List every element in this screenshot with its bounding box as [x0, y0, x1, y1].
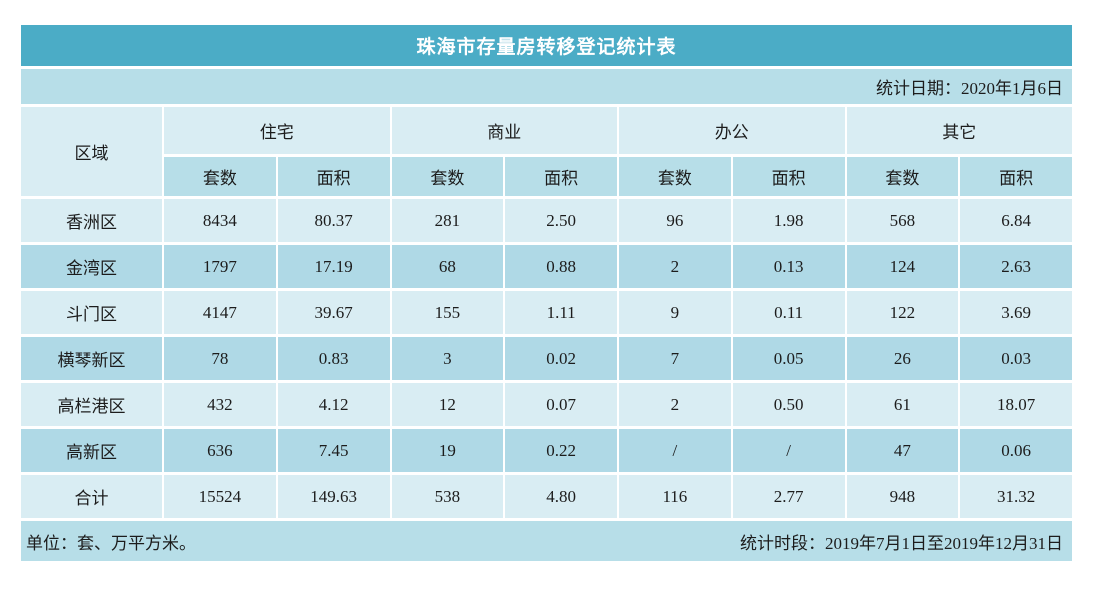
- region-column-header: 区域: [21, 107, 162, 196]
- value-cell: 31.32: [960, 475, 1072, 518]
- value-cell: 0.22: [505, 429, 617, 472]
- value-cell: 8434: [164, 199, 276, 242]
- value-cell: 4.80: [505, 475, 617, 518]
- value-cell: 116: [619, 475, 731, 518]
- value-cell: 1797: [164, 245, 276, 288]
- value-cell: 7: [619, 337, 731, 380]
- region-cell: 金湾区: [21, 245, 162, 288]
- category-header-other: 其它: [846, 107, 1072, 154]
- table-title: 珠海市存量房转移登记统计表: [21, 25, 1072, 66]
- region-cell: 斗门区: [21, 291, 162, 334]
- units-column-header: 套数: [391, 157, 504, 196]
- value-cell: 948: [846, 475, 959, 518]
- region-cell: 香洲区: [21, 199, 162, 242]
- value-cell: 568: [846, 199, 959, 242]
- value-cell: 80.37: [277, 199, 390, 242]
- area-column-header: 面积: [505, 157, 617, 196]
- unit-note: 单位：套、万平方米。: [26, 533, 196, 553]
- value-cell: 3.69: [960, 291, 1072, 334]
- table-row: 横琴新区 78 0.83 3 0.02 7 0.05 26 0.03: [21, 337, 1072, 380]
- value-cell: 122: [846, 291, 959, 334]
- table-row: 金湾区 1797 17.19 68 0.88 2 0.13 124 2.63: [21, 245, 1072, 288]
- value-cell: 47: [846, 429, 959, 472]
- header-row-categories: 区域 住宅 商业 办公 其它: [21, 107, 1072, 196]
- value-cell: 9: [619, 291, 731, 334]
- value-cell: 3: [391, 337, 504, 380]
- stat-date-label: 统计日期：2020年1月6日: [21, 69, 1072, 104]
- value-cell: 0.03: [960, 337, 1072, 380]
- value-cell: 636: [164, 429, 276, 472]
- value-cell: 1.98: [732, 199, 845, 242]
- value-cell: 2: [619, 383, 731, 426]
- value-cell: 96: [619, 199, 731, 242]
- value-cell: /: [732, 429, 845, 472]
- region-cell: 高新区: [21, 429, 162, 472]
- table-wrapper: 统计日期：2020年1月6日 区域 住宅 商业 办公 其它 套数 面积 套数 面…: [21, 69, 1072, 561]
- value-cell: 0.88: [505, 245, 617, 288]
- value-cell: 0.11: [732, 291, 845, 334]
- value-cell: 124: [846, 245, 959, 288]
- stats-table: 统计日期：2020年1月6日 区域 住宅 商业 办公 其它 套数 面积 套数 面…: [21, 69, 1072, 561]
- value-cell: 2.63: [960, 245, 1072, 288]
- value-cell: 1.11: [505, 291, 617, 334]
- value-cell: 155: [391, 291, 504, 334]
- value-cell: 17.19: [277, 245, 390, 288]
- value-cell: 2.77: [732, 475, 845, 518]
- area-column-header: 面积: [732, 157, 845, 196]
- area-column-header: 面积: [960, 157, 1072, 196]
- value-cell: /: [619, 429, 731, 472]
- region-cell: 横琴新区: [21, 337, 162, 380]
- total-row: 合计 15524 149.63 538 4.80 116 2.77 948 31…: [21, 475, 1072, 518]
- value-cell: 0.05: [732, 337, 845, 380]
- value-cell: 18.07: [960, 383, 1072, 426]
- value-cell: 4147: [164, 291, 276, 334]
- value-cell: 68: [391, 245, 504, 288]
- value-cell: 61: [846, 383, 959, 426]
- footer-row: 单位：套、万平方米。 统计时段：2019年7月1日至2019年12月31日: [21, 521, 1072, 561]
- value-cell: 2: [619, 245, 731, 288]
- value-cell: 0.50: [732, 383, 845, 426]
- value-cell: 0.83: [277, 337, 390, 380]
- value-cell: 0.02: [505, 337, 617, 380]
- value-cell: 149.63: [277, 475, 390, 518]
- value-cell: 538: [391, 475, 504, 518]
- value-cell: 2.50: [505, 199, 617, 242]
- units-column-header: 套数: [846, 157, 959, 196]
- value-cell: 15524: [164, 475, 276, 518]
- category-header-commercial: 商业: [391, 107, 617, 154]
- table-row: 高栏港区 432 4.12 12 0.07 2 0.50 61 18.07: [21, 383, 1072, 426]
- value-cell: 4.12: [277, 383, 390, 426]
- value-cell: 12: [391, 383, 504, 426]
- region-cell: 高栏港区: [21, 383, 162, 426]
- units-column-header: 套数: [619, 157, 731, 196]
- value-cell: 39.67: [277, 291, 390, 334]
- header-row-subheaders: 套数 面积 套数 面积 套数 面积 套数 面积: [21, 157, 1072, 196]
- value-cell: 0.13: [732, 245, 845, 288]
- table-row: 香洲区 8434 80.37 281 2.50 96 1.98 568 6.84: [21, 199, 1072, 242]
- value-cell: 78: [164, 337, 276, 380]
- table-row: 斗门区 4147 39.67 155 1.11 9 0.11 122 3.69: [21, 291, 1072, 334]
- stat-date-row: 统计日期：2020年1月6日: [21, 69, 1072, 104]
- value-cell: 432: [164, 383, 276, 426]
- value-cell: 6.84: [960, 199, 1072, 242]
- value-cell: 26: [846, 337, 959, 380]
- category-header-residential: 住宅: [164, 107, 390, 154]
- area-column-header: 面积: [277, 157, 390, 196]
- value-cell: 7.45: [277, 429, 390, 472]
- category-header-office: 办公: [619, 107, 845, 154]
- value-cell: 19: [391, 429, 504, 472]
- value-cell: 0.07: [505, 383, 617, 426]
- stats-sheet: 珠海市存量房转移登记统计表 统计日期：2020年1月6日 区域 住宅 商业 办公…: [21, 25, 1072, 561]
- units-column-header: 套数: [164, 157, 276, 196]
- region-cell: 合计: [21, 475, 162, 518]
- table-row: 高新区 636 7.45 19 0.22 / / 47 0.06: [21, 429, 1072, 472]
- value-cell: 281: [391, 199, 504, 242]
- stat-period-label: 统计时段：2019年7月1日至2019年12月31日: [740, 533, 1063, 553]
- value-cell: 0.06: [960, 429, 1072, 472]
